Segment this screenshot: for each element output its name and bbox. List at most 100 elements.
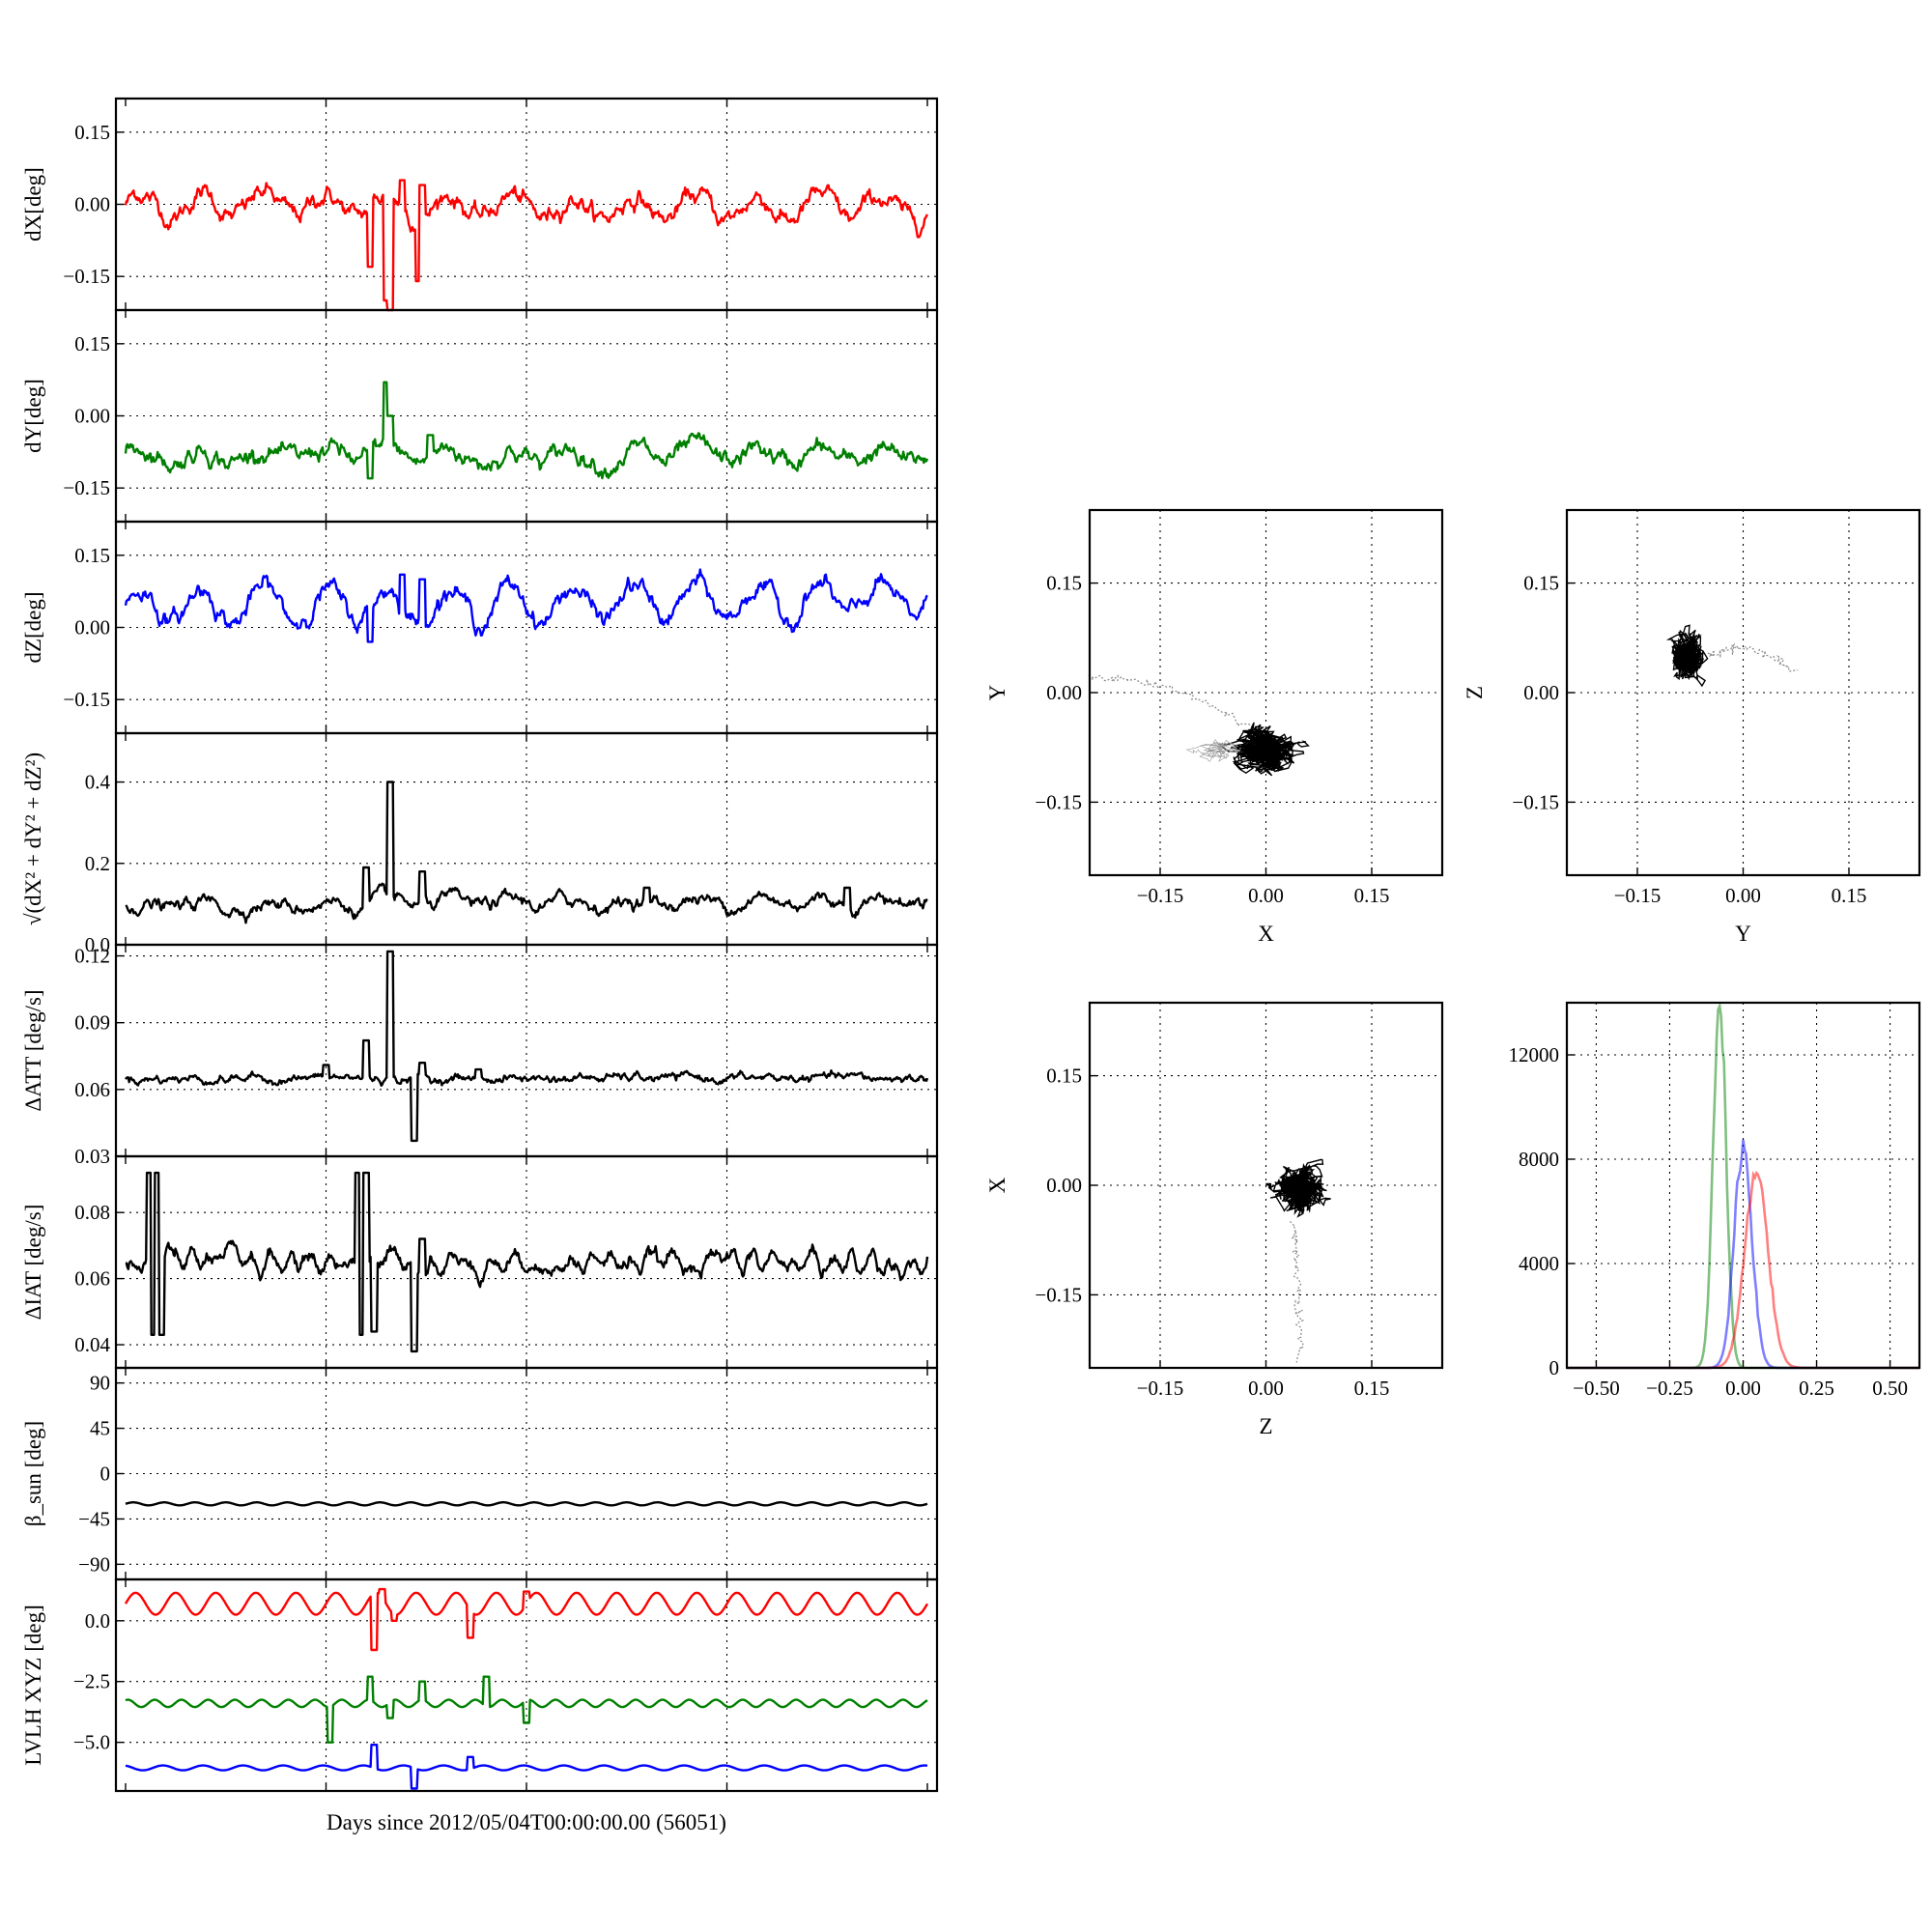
cluster-0 bbox=[1217, 722, 1310, 777]
ytick-label-1: 45 bbox=[90, 1417, 110, 1440]
xtick-label-1: 0.00 bbox=[1248, 1377, 1284, 1400]
axes-frame bbox=[1565, 508, 1921, 877]
xtick-label-0: −0.50 bbox=[1573, 1377, 1620, 1400]
ylabel: Y bbox=[985, 684, 1009, 700]
ytick-label-0: 0.08 bbox=[74, 1201, 110, 1224]
xtick-label-2: 0.00 bbox=[1725, 1377, 1761, 1400]
ytick-label-1: 0.09 bbox=[74, 1011, 110, 1035]
ytick-label-0: 0.15 bbox=[74, 544, 110, 567]
series-line-0 bbox=[124, 1587, 929, 1652]
xtick-label-0: 0.15 bbox=[1832, 884, 1867, 907]
panel-ts-beta: 90 45 0 −45 −90 β_sun [deg] bbox=[21, 1366, 939, 1581]
ytick-label-0: 0.0 bbox=[85, 1609, 110, 1633]
ytick-label-1: 0.00 bbox=[74, 193, 110, 216]
ytick-label-2: 0.04 bbox=[74, 1333, 110, 1356]
ytick-label-0: 0.12 bbox=[74, 945, 110, 968]
xtick-label-3: 0.25 bbox=[1799, 1377, 1834, 1400]
xlabel: Days since 2012/05/04T00:00:00.00 (56051… bbox=[327, 1810, 726, 1834]
xtick-label-1: 0.00 bbox=[1725, 884, 1761, 907]
panel-ts-dz: 0.15 0.00 −0.15 dZ[deg] bbox=[21, 520, 939, 735]
ylabel: ΔATT [deg/s] bbox=[21, 989, 45, 1111]
series-line-0 bbox=[124, 568, 928, 643]
trail bbox=[1087, 673, 1254, 728]
xtick-label-0: 0.15 bbox=[1354, 884, 1390, 907]
ytick-label-2: −5.0 bbox=[73, 1731, 110, 1754]
ylabel: β_sun [deg] bbox=[21, 1421, 45, 1526]
xlabel: Z bbox=[1259, 1414, 1272, 1438]
panel-sc-xy: 0.15 0.15 0.00 0.00 −0.15 −0.15 X Y bbox=[985, 508, 1444, 946]
ytick-label-1: 0.00 bbox=[1523, 681, 1559, 704]
ytick-label-3: 0 bbox=[1549, 1356, 1560, 1379]
ytick-label-0: 0.4 bbox=[85, 771, 111, 794]
ytick-label-2: 0.06 bbox=[74, 1078, 110, 1101]
ytick-label-2: −0.15 bbox=[1035, 790, 1082, 813]
panel-sc-zx: 0.15 0.15 0.00 0.00 −0.15 −0.15 Z X bbox=[985, 1001, 1444, 1438]
panel-sc-yz: 0.15 0.15 0.00 0.00 −0.15 −0.15 Y Z bbox=[1463, 508, 1921, 946]
ylabel: LVLH XYZ [deg] bbox=[21, 1605, 45, 1766]
xlabel: Y bbox=[1735, 922, 1751, 946]
xtick-label-2: −0.15 bbox=[1137, 884, 1184, 907]
ytick-label-1: 0.00 bbox=[74, 405, 110, 428]
panel-ts-dx: 0.15 0.00 −0.15 dX[deg] bbox=[21, 97, 939, 312]
ylabel: dY[deg] bbox=[21, 379, 45, 453]
hist-series-2 bbox=[1567, 1170, 1919, 1370]
xtick-label-1: 0.00 bbox=[1248, 884, 1284, 907]
cluster-1 bbox=[1185, 739, 1241, 762]
axes-frame bbox=[1088, 508, 1444, 877]
series-line-0 bbox=[125, 950, 929, 1143]
ytick-label-1: 0.00 bbox=[1046, 681, 1082, 704]
series-line-1 bbox=[125, 1675, 928, 1744]
cluster-0 bbox=[1665, 624, 1709, 688]
ytick-label-1: −2.5 bbox=[73, 1670, 110, 1693]
axes-frame bbox=[114, 943, 939, 1158]
ytick-label-1: 0.00 bbox=[1046, 1174, 1082, 1197]
ytick-label-2: −0.15 bbox=[63, 265, 110, 288]
xtick-label-0: 0.15 bbox=[1354, 1377, 1390, 1400]
series-line-0 bbox=[125, 1500, 928, 1507]
ylabel: dZ[deg] bbox=[21, 591, 45, 663]
panel-ts-lvlh: 0.0 −2.5 −5.0 LVLH XYZ [deg] Days since 2012… bbox=[21, 1577, 939, 1834]
panel-ts-diat: 0.08 0.06 0.04 ΔIAT [deg/s] bbox=[21, 1154, 939, 1370]
series-line-0 bbox=[124, 179, 929, 312]
ytick-label-1: 0.00 bbox=[74, 616, 110, 639]
ylabel: Z bbox=[1463, 686, 1487, 699]
ytick-label-0: 90 bbox=[90, 1372, 110, 1395]
axes-frame bbox=[1565, 1001, 1921, 1370]
ytick-label-2: −0.15 bbox=[1512, 790, 1559, 813]
series-line-2 bbox=[125, 1743, 928, 1790]
series-line-0 bbox=[125, 1171, 929, 1353]
series-line-0 bbox=[124, 381, 929, 480]
ytick-label-0: 0.15 bbox=[74, 332, 110, 355]
ytick-label-1: 0.2 bbox=[85, 852, 110, 875]
ytick-label-0: 0.15 bbox=[1046, 1065, 1082, 1088]
ytick-label-2: 4000 bbox=[1519, 1252, 1559, 1275]
ytick-label-1: 0.06 bbox=[74, 1267, 110, 1291]
ylabel: √(dX² + dY² + dZ²) bbox=[21, 753, 45, 925]
cluster-0 bbox=[1265, 1158, 1331, 1218]
panels: 0.150.00−0.15dX[deg]0.150.00−0.15dY[deg]… bbox=[21, 97, 1921, 1834]
ylabel: ΔIAT [deg/s] bbox=[21, 1205, 45, 1321]
ytick-label-2: −0.15 bbox=[63, 476, 110, 499]
ytick-label-3: 0.03 bbox=[74, 1145, 110, 1168]
ylabel: dX[deg] bbox=[21, 167, 45, 242]
ytick-label-2: 0.0 bbox=[85, 933, 110, 956]
ytick-label-2: −0.15 bbox=[1035, 1283, 1082, 1306]
ytick-label-3: −45 bbox=[78, 1507, 110, 1530]
panel-ts-norm: 0.4 0.2 0.0 √(dX² + dY² + dZ²) bbox=[21, 731, 939, 956]
ytick-label-2: 0 bbox=[100, 1463, 111, 1486]
series-line-0 bbox=[125, 781, 928, 924]
xtick-label-2: −0.15 bbox=[1137, 1377, 1184, 1400]
xtick-label-1: −0.25 bbox=[1646, 1377, 1693, 1400]
ytick-label-0: 12000 bbox=[1509, 1043, 1560, 1066]
xtick-label-4: 0.50 bbox=[1872, 1377, 1908, 1400]
xtick-label-2: −0.15 bbox=[1614, 884, 1662, 907]
axes-frame bbox=[114, 1577, 939, 1793]
panel-hist: −0.50 −0.25 0.00 0.25 0.50 12000 8000 4000 0 bbox=[1509, 1001, 1921, 1400]
ytick-label-0: 0.15 bbox=[74, 121, 110, 144]
xlabel: X bbox=[1258, 922, 1274, 946]
ytick-label-0: 0.15 bbox=[1046, 572, 1082, 595]
ylabel: X bbox=[985, 1177, 1009, 1193]
panel-ts-dy: 0.15 0.00 −0.15 dY[deg] bbox=[21, 308, 939, 524]
trail bbox=[1707, 642, 1799, 672]
ytick-label-2: −0.15 bbox=[63, 688, 110, 711]
